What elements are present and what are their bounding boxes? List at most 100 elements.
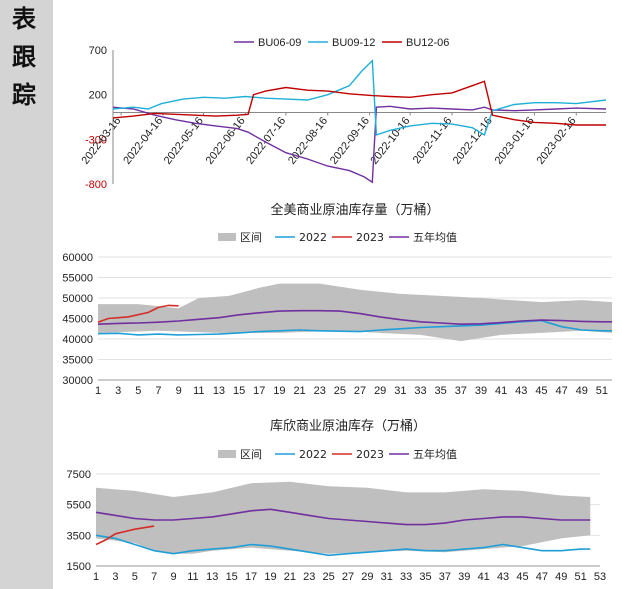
legend: 区间 2022 2023 五年均值 [218,230,457,244]
legend-label: 五年均值 [413,447,457,461]
y-tick-label: 55000 [62,273,93,285]
legend-label: 区间 [240,231,262,244]
x-tick-label: 3 [115,385,121,397]
x-tick-label: 19 [264,571,276,583]
y-tick-label: 45000 [62,314,93,326]
legend-item: 五年均值 [389,230,457,244]
legend-label: 2022 [299,448,327,461]
x-tick-label: 11 [187,571,198,583]
y-tick-label: 200 [89,90,107,102]
x-tick-label: 33 [400,571,412,583]
x-tick-label: 23 [303,571,315,583]
series-line [112,80,606,126]
x-tick-label: 29 [374,385,386,397]
x-tick-label: 1 [93,571,99,583]
x-tick-label: 2022-04-16 [121,115,165,167]
legend-item: BU09-12 [308,37,375,49]
legend-label: BU09-12 [332,37,375,49]
y-tick-label: 35000 [62,355,93,367]
y-tick-label: 700 [89,45,107,57]
sidebar: 表跟踪 [0,0,53,589]
legend-item: 2023 [332,448,384,461]
x-tick-label: 17 [253,385,265,397]
legend-item: BU06-09 [234,37,301,49]
x-tick-label: 39 [475,385,487,397]
x-tick-label: 45 [516,571,528,583]
series-line [95,525,155,546]
x-tick-label: 33 [414,385,426,397]
x-tick-label: 13 [206,571,218,583]
x-tick-label: 25 [334,385,346,397]
legend-label: 2023 [356,231,384,244]
legend-label: BU12-06 [406,37,449,49]
x-tick-label: 7 [151,571,157,583]
chart-title: 库欣商业原油库存（万桶） [270,418,426,434]
y-tick-label: -800 [85,179,107,191]
sidebar-title: 表跟踪 [12,4,36,109]
cushing-crude-chart: 库欣商业原油库存（万桶）区间 2022 2023 五年均值75005500350015… [67,418,607,583]
legend: 区间 2022 2023 五年均值 [218,447,457,461]
x-tick-label: 5 [132,571,138,583]
legend-item: 2022 [275,231,327,244]
x-tick-label: 2022-07-16 [244,115,288,167]
spread-chart: BU06-09 BU09-12 BU12-06 700 200 -300 -800 2022-… [79,37,607,191]
legend-item: 2023 [332,231,384,244]
x-tick-label: 37 [455,385,467,397]
legend-label: 2023 [356,448,384,461]
series-line [97,309,612,326]
y-tick-label: 7500 [67,469,91,481]
range-band [96,481,591,554]
legend-label: 五年均值 [413,230,457,244]
x-tick-label: 39 [458,571,470,583]
x-tick-label: 9 [170,571,176,583]
y-tick-label: -300 [85,134,107,146]
x-tick-label: 49 [555,571,567,583]
y-tick-label: 60000 [62,252,93,264]
legend-item: 2022 [275,448,327,461]
x-tick-label: 5 [135,385,141,397]
x-tick-label: 47 [536,571,548,583]
x-tick-label: 2022-06-16 [204,115,248,167]
x-tick-label: 49 [576,385,588,397]
x-tick-label: 2023-01-16 [493,115,537,167]
series-line [97,304,179,323]
x-tick-label: 7 [155,385,161,397]
x-tick-label: 31 [381,571,393,583]
x-tick-label: 1 [95,385,101,397]
x-tick-label: 45 [535,385,547,397]
x-tick-label: 51 [596,385,608,397]
x-tick-label: 53 [594,571,606,583]
x-tick-label: 43 [515,385,527,397]
x-tick-label: 29 [361,571,373,583]
legend-item: 五年均值 [389,447,457,461]
x-tick-label: 27 [354,385,366,397]
x-tick-label: 31 [394,385,406,397]
x-tick-label: 2022-09-16 [328,115,372,167]
x-tick-label: 3 [112,571,118,583]
x-tick-label: 9 [176,385,182,397]
legend-label: 区间 [240,448,262,461]
y-tick-label: 5500 [67,500,91,512]
y-tick-label: 3500 [67,530,91,542]
y-tick-label: 50000 [62,293,93,305]
x-tick-label: 47 [555,385,567,397]
x-tick-label: 17 [245,571,257,583]
legend-label: 2022 [299,231,327,244]
legend-label: BU06-09 [258,37,301,49]
x-tick-label: 35 [419,571,431,583]
x-tick-label: 2022-05-16 [162,115,206,167]
legend-item: BU12-06 [382,37,449,49]
x-tick-label: 35 [435,385,447,397]
legend-swatch [218,233,236,241]
x-tick-label: 23 [314,385,326,397]
x-tick-label: 15 [226,571,238,583]
legend: BU06-09 BU09-12 BU12-06 [234,37,449,49]
chart-title: 全美商业原油库存量（万桶） [270,202,439,218]
x-tick-label: 41 [478,571,490,583]
x-tick-label: 21 [293,385,305,397]
y-tick-label: 30000 [62,375,93,387]
x-tick-label: 41 [495,385,507,397]
us-crude-chart: 全美商业原油库存量（万桶） 区间 2022 2023 五年均值 60000 55000 500… [62,202,612,397]
x-tick-label: 27 [342,571,354,583]
